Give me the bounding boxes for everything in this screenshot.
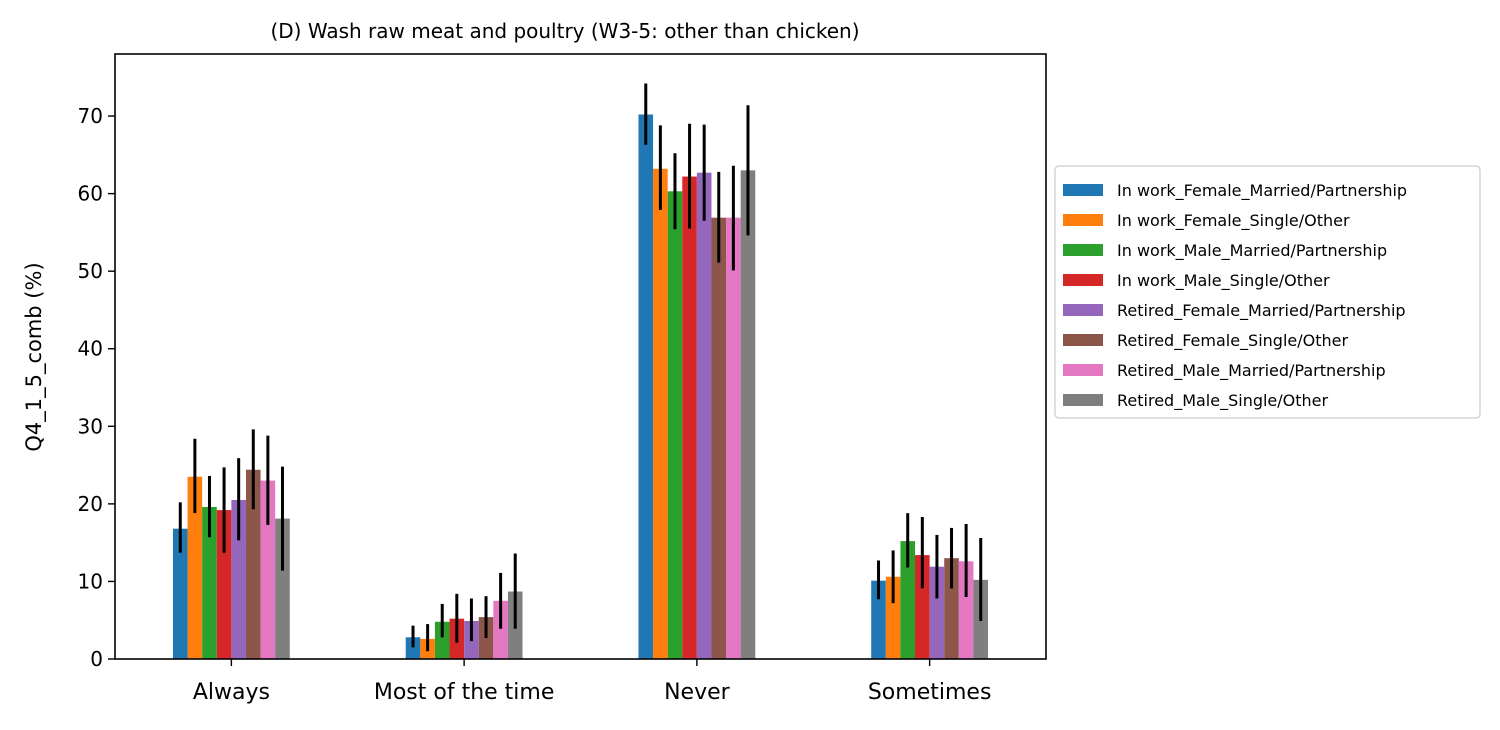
- bar-0-0: [172, 528, 188, 659]
- bar-3-5: [944, 558, 959, 659]
- legend-label-5: Retired_Female_Single/Other: [1117, 331, 1348, 351]
- legend-swatch-4: [1063, 304, 1103, 316]
- legend-label-3: In work_Male_Single/Other: [1117, 271, 1330, 291]
- bar-0-5: [245, 469, 261, 659]
- legend-swatch-6: [1063, 364, 1103, 376]
- bar-2-3: [682, 176, 697, 660]
- y-tick-label-3: 30: [78, 414, 103, 438]
- y-tick-label-5: 50: [78, 259, 103, 283]
- x-tick-label-2: Never: [664, 680, 731, 705]
- bar-3-6: [958, 561, 974, 659]
- legend-swatch-0: [1063, 184, 1103, 196]
- y-tick-label-0: 0: [90, 647, 103, 671]
- legend-label-7: Retired_Male_Single/Other: [1117, 391, 1329, 411]
- bar-3-1: [885, 576, 901, 659]
- legend-label-2: In work_Male_Married/Partnership: [1117, 241, 1387, 261]
- legend-swatch-1: [1063, 214, 1103, 226]
- bar-1-2: [434, 621, 450, 659]
- y-tick-label-6: 60: [78, 182, 103, 206]
- legend-swatch-5: [1063, 334, 1103, 346]
- bar-3-2: [900, 541, 916, 659]
- bar-2-2: [667, 191, 683, 660]
- plot-frame: [114, 53, 1047, 660]
- error-bars-group: [178, 83, 983, 652]
- chart-title: (D) Wash raw meat and poultry (W3-5: oth…: [270, 19, 859, 43]
- bar-2-7: [740, 170, 756, 659]
- bar-2-1: [653, 168, 668, 660]
- y-tick-label-7: 70: [78, 104, 103, 128]
- bar-3-0: [871, 580, 886, 659]
- bar-2-6: [726, 217, 741, 659]
- x-axis: Always Most of the time Never Sometimes: [193, 659, 992, 705]
- y-tick-label-1: 10: [78, 569, 103, 593]
- x-tick-label-1: Most of the time: [374, 680, 555, 705]
- bar-2-0: [638, 114, 654, 659]
- legend: In work_Female_Married/Partnership In wor…: [1054, 165, 1481, 419]
- bar-0-4: [231, 499, 246, 659]
- bar-0-3: [216, 510, 232, 659]
- y-axis: 0 10 20 30 40 50 60 70: [78, 104, 115, 671]
- y-axis-label: Q4_1_5_comb (%): [22, 262, 47, 451]
- bar-3-3: [915, 555, 930, 659]
- legend-label-1: In work_Female_Single/Other: [1117, 211, 1350, 231]
- bar-1-6: [493, 600, 508, 659]
- legend-label-4: Retired_Female_Married/Partnership: [1117, 301, 1406, 321]
- bar-0-6: [260, 480, 276, 659]
- bar-2-5: [711, 217, 727, 659]
- bar-0-7: [275, 518, 290, 659]
- x-tick-label-3: Sometimes: [868, 680, 992, 705]
- bar-3-4: [929, 566, 945, 659]
- legend-label-0: In work_Female_Married/Partnership: [1117, 181, 1407, 201]
- bar-0-2: [202, 506, 217, 659]
- legend-swatch-2: [1063, 244, 1103, 256]
- x-tick-label-0: Always: [193, 680, 270, 705]
- legend-swatch-7: [1063, 394, 1103, 406]
- legend-swatch-3: [1063, 274, 1103, 286]
- legend-box: [1054, 165, 1481, 419]
- bar-2-4: [696, 172, 712, 659]
- legend-label-6: Retired_Male_Married/Partnership: [1117, 361, 1386, 381]
- bar-1-0: [405, 637, 421, 659]
- y-tick-label-4: 40: [78, 337, 103, 361]
- bars-group: [172, 114, 989, 660]
- y-tick-label-2: 20: [78, 492, 103, 516]
- bar-0-1: [187, 476, 203, 659]
